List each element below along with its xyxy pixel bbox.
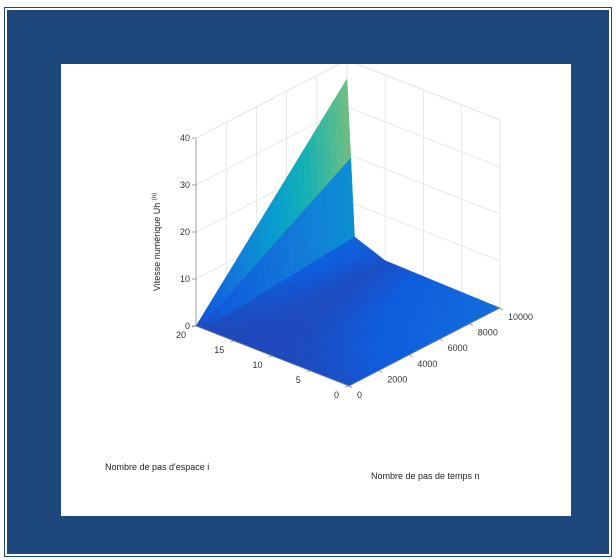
- y-tick: [344, 385, 350, 388]
- y-tick: [306, 370, 311, 373]
- x-tick-label: 2000: [387, 374, 407, 384]
- y-axis-label: Nombre de pas d'espace i: [105, 462, 209, 472]
- x-tick: [439, 338, 443, 342]
- wall-grid-z-right: [346, 153, 501, 215]
- x-tick: [409, 354, 413, 358]
- z-tick-label: 20: [180, 227, 190, 237]
- y-tick-label: 0: [334, 390, 339, 400]
- top-edge-right: [356, 64, 501, 121]
- x-tick: [348, 385, 353, 389]
- y-tick-label: 15: [214, 345, 224, 355]
- x-tick-label: 0: [357, 390, 362, 400]
- z-axis-label-superscript: (n): [152, 193, 158, 200]
- x-tick: [499, 307, 504, 311]
- y-tick: [268, 355, 273, 358]
- x-tick: [378, 370, 383, 373]
- y-tick: [230, 340, 235, 343]
- y-tick-label: 5: [296, 375, 301, 385]
- z-tick-label: 40: [180, 133, 190, 143]
- x-tick-label: 6000: [448, 343, 468, 353]
- wall-grid-z-right: [346, 200, 501, 262]
- surface-mesh: [195, 78, 501, 387]
- top-edge-back: [195, 64, 341, 139]
- x-tick-label: 4000: [417, 359, 437, 369]
- y-tick-label: 10: [252, 360, 262, 370]
- x-tick: [469, 323, 474, 326]
- figure-frame: 0 2000 4000 6000 8000 10000 0 5 10 15 20 0 10 20 30 40 N…: [4, 7, 612, 557]
- wall-grid-z-right: [346, 106, 501, 168]
- z-tick-label: 0: [185, 321, 190, 331]
- x-axis-label: Nombre de pas de temps n: [371, 471, 480, 481]
- x-axis-line: [348, 307, 501, 387]
- y-tick-label: 20: [176, 330, 186, 340]
- x-tick-label: 8000: [478, 328, 498, 338]
- plot-panel: 0 2000 4000 6000 8000 10000 0 5 10 15 20 0 10 20 30 40 N…: [61, 64, 571, 516]
- x-tick-label: 10000: [508, 312, 533, 322]
- z-axis-label: Vitesse numérique Uh (n): [152, 193, 162, 291]
- z-tick-label: 10: [180, 274, 190, 284]
- z-tick-label: 30: [180, 180, 190, 190]
- surface-plot: 020004000600080001000005101520010203040N…: [105, 64, 533, 481]
